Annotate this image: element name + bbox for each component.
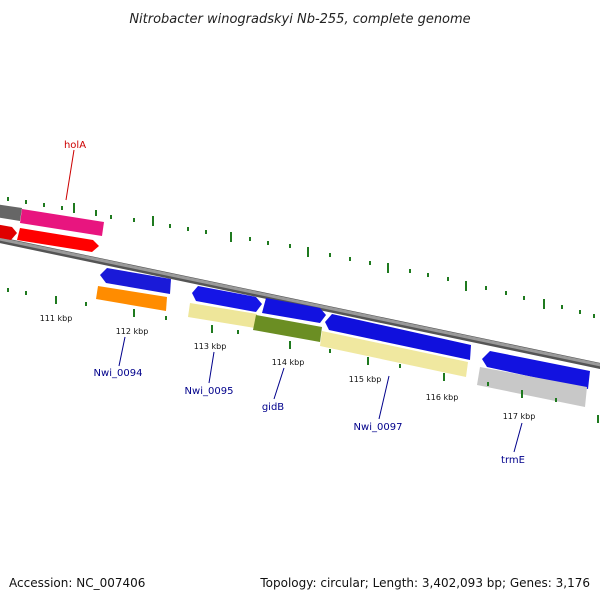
lower-tick-ring xyxy=(7,288,599,423)
blue-gene-2 xyxy=(262,298,326,323)
grey-gene xyxy=(477,367,587,407)
accession-text: Accession: NC_007406 xyxy=(9,576,145,590)
red-gene xyxy=(17,228,99,252)
tick-label-117: 117 kbp xyxy=(503,412,536,421)
tick-label-116: 116 kbp xyxy=(426,393,459,402)
gene-label-gidB: gidB xyxy=(262,402,284,413)
tick-label-115: 115 kbp xyxy=(349,375,382,384)
gene-label-holA: holA xyxy=(64,140,86,151)
holA-callout-line xyxy=(65,149,75,201)
gene-label-trmE: trmE xyxy=(501,455,525,466)
upper-tick-ring xyxy=(7,197,595,318)
tick-label-114: 114 kbp xyxy=(272,358,305,367)
callout-lines xyxy=(65,149,523,453)
Nwi_0094-callout-line xyxy=(118,336,126,367)
trmE-callout-line xyxy=(513,422,523,453)
Nwi_0094-gene xyxy=(100,268,171,294)
gene-labels: holA Nwi_0094 Nwi_0095 gidB Nwi_0097 trm… xyxy=(64,140,525,466)
gidB-gene xyxy=(253,315,322,342)
Nwi_0095-upper-gene xyxy=(192,286,262,312)
holA-gene xyxy=(20,209,104,236)
Nwi_0095-gene xyxy=(188,303,257,328)
Nwi_0097-gene xyxy=(320,331,468,377)
upper-left-genes xyxy=(0,204,104,252)
gene-label-Nwi_0094: Nwi_0094 xyxy=(94,368,143,379)
gene-label-Nwi_0095: Nwi_0095 xyxy=(185,386,234,397)
tick-label-111: 111 kbp xyxy=(40,314,73,323)
backbone-line xyxy=(0,237,600,367)
topology-text: Topology: circular; Length: 3,402,093 bp… xyxy=(259,576,590,590)
Nwi_0097-callout-line xyxy=(378,375,390,420)
trmE-gene xyxy=(482,351,590,389)
gene-label-Nwi_0097: Nwi_0097 xyxy=(354,422,403,433)
blue-gene-3 xyxy=(325,314,471,360)
gidB-callout-line xyxy=(273,367,285,400)
tick-labels: 111 kbp 112 kbp 113 kbp 114 kbp 115 kbp … xyxy=(40,314,536,421)
map-title: Nitrobacter winogradskyi Nb-255, complet… xyxy=(129,12,470,27)
orange-gene xyxy=(96,286,167,311)
genome-backbone xyxy=(0,237,600,369)
red-gene-partial xyxy=(0,224,17,240)
tick-label-113: 113 kbp xyxy=(194,342,227,351)
lower-gene-track xyxy=(96,268,590,407)
tick-label-112: 112 kbp xyxy=(116,327,149,336)
Nwi_0095-callout-line xyxy=(208,351,215,384)
grey-gene-partial xyxy=(0,204,22,221)
